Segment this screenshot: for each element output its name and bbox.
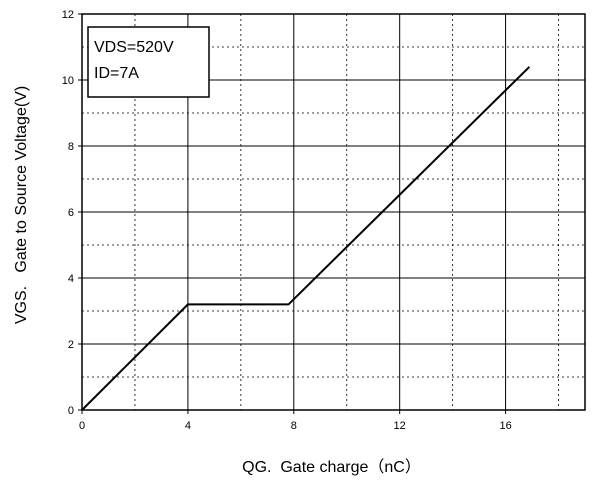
y-tick-label: 10 <box>62 75 74 87</box>
x-tick-label: 4 <box>185 420 191 432</box>
x-tick-label: 8 <box>291 420 297 432</box>
y-tick-label: 6 <box>68 207 74 219</box>
series-layer <box>81 66 531 411</box>
y-ticks: 0 2 4 6 8 10 12 <box>62 9 82 417</box>
series-line <box>81 66 531 411</box>
y-tick-label: 0 <box>68 405 74 417</box>
y-tick-label: 2 <box>68 339 74 351</box>
annotation-box: VDS=520V ID=7A <box>87 26 210 98</box>
x-ticks: 0 4 8 12 16 <box>79 410 512 432</box>
y-tick-label: 12 <box>62 9 74 21</box>
x-tick-label: 16 <box>499 420 511 432</box>
x-tick-label: 0 <box>79 420 85 432</box>
annotation-id: ID=7A <box>94 65 139 82</box>
grid-layer <box>82 14 585 410</box>
y-axis-title: VGS. Gate to Source Voltage(V) <box>13 86 30 324</box>
y-tick-label: 4 <box>68 273 74 285</box>
x-axis-title: QG. Gate charge（nC） <box>242 458 421 476</box>
y-tick-label: 8 <box>68 141 74 153</box>
x-tick-label: 12 <box>394 420 406 432</box>
annotation-vds: VDS=520V <box>94 39 174 56</box>
annotation-frame <box>87 26 210 98</box>
